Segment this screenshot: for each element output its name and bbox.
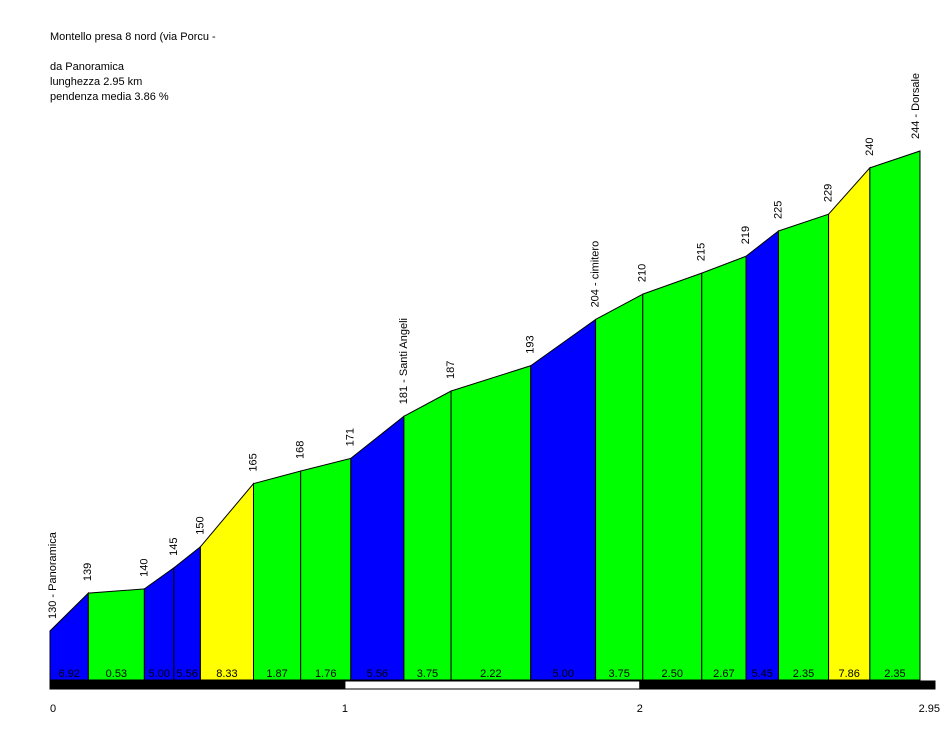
gradient-segment — [595, 293, 644, 681]
segment-gradient-label: 5.00 — [148, 668, 169, 680]
segment-gradient-label: 3.75 — [417, 668, 438, 680]
segment-gradient-label: 1.76 — [315, 668, 336, 680]
distance-scale-bar — [639, 680, 936, 690]
altitude-label: 168 — [295, 441, 307, 459]
altitude-label: 215 — [696, 243, 708, 261]
altitude-label: 130 - Panoramica — [47, 531, 59, 619]
distance-scale-bar — [344, 680, 641, 690]
altitude-label: 240 — [864, 137, 876, 155]
length-text: lunghezza 2.95 km — [50, 76, 143, 88]
segment-gradient-label: 0.53 — [106, 668, 127, 680]
gradient-segment — [530, 318, 597, 681]
altitude-label: 145 — [168, 537, 180, 555]
gradient-segment — [87, 588, 145, 681]
gradient-segment — [745, 229, 779, 681]
gradient-segment — [828, 166, 871, 681]
segment-gradient-label: 1.87 — [266, 668, 287, 680]
gradient-segment — [143, 566, 175, 681]
segment-gradient-label: 2.50 — [662, 668, 683, 680]
x-tick-label: 0 — [50, 703, 56, 715]
gradient-segment — [173, 545, 201, 681]
distance-scale-bar — [49, 680, 346, 690]
segment-gradient-label: 2.35 — [793, 668, 814, 680]
x-tick-label: 1 — [342, 703, 348, 715]
altitude-label: 225 — [772, 201, 784, 219]
altitude-label: 165 — [247, 453, 259, 471]
altitude-label: 181 - Santi Angeli — [398, 318, 410, 404]
segment-gradient-label: 2.22 — [480, 668, 501, 680]
segment-gradient-label: 7.86 — [839, 668, 860, 680]
altitude-label: 229 — [822, 184, 834, 202]
segment-gradient-label: 8.33 — [216, 668, 237, 680]
altitude-label: 210 — [637, 264, 649, 282]
gradient-segment — [403, 390, 452, 681]
altitude-label: 139 — [82, 563, 94, 581]
gradient-segment — [701, 255, 747, 681]
average-gradient-text: pendenza media 3.86 % — [50, 91, 169, 103]
segment-gradient-label: 5.56 — [176, 668, 197, 680]
segment-gradient-label: 5.56 — [367, 668, 388, 680]
start-point-text: da Panoramica — [50, 61, 124, 73]
segment-gradient-label: 5.45 — [752, 668, 773, 680]
segment-gradient-label: 2.67 — [713, 668, 734, 680]
gradient-segment — [450, 365, 532, 681]
x-tick-label: 2 — [637, 703, 643, 715]
altitude-label: 171 — [345, 428, 357, 446]
segment-gradient-label: 5.00 — [552, 668, 573, 680]
x-tick-label: 2.95 — [919, 703, 940, 715]
altitude-label: 187 — [445, 361, 457, 379]
segment-gradient-label: 2.35 — [884, 668, 905, 680]
segment-gradient-label: 6.92 — [58, 668, 79, 680]
altitude-label: 219 — [740, 226, 752, 244]
gradient-segment — [199, 482, 254, 681]
altitude-label: 193 — [525, 335, 537, 353]
gradient-segment — [642, 272, 703, 681]
gradient-segment — [252, 470, 302, 681]
altitude-label: 244 - Dorsale — [910, 73, 922, 139]
gradient-segment — [869, 150, 921, 681]
altitude-label: 140 — [138, 559, 150, 577]
segment-gradient-label: 3.75 — [608, 668, 629, 680]
gradient-segment — [350, 415, 405, 681]
gradient-segment — [300, 457, 352, 681]
altitude-label: 150 — [194, 516, 206, 534]
profile-title: Montello presa 8 nord (via Porcu - — [50, 31, 216, 43]
gradient-segment — [777, 213, 830, 681]
altitude-label: 204 - cimitero — [589, 241, 601, 308]
